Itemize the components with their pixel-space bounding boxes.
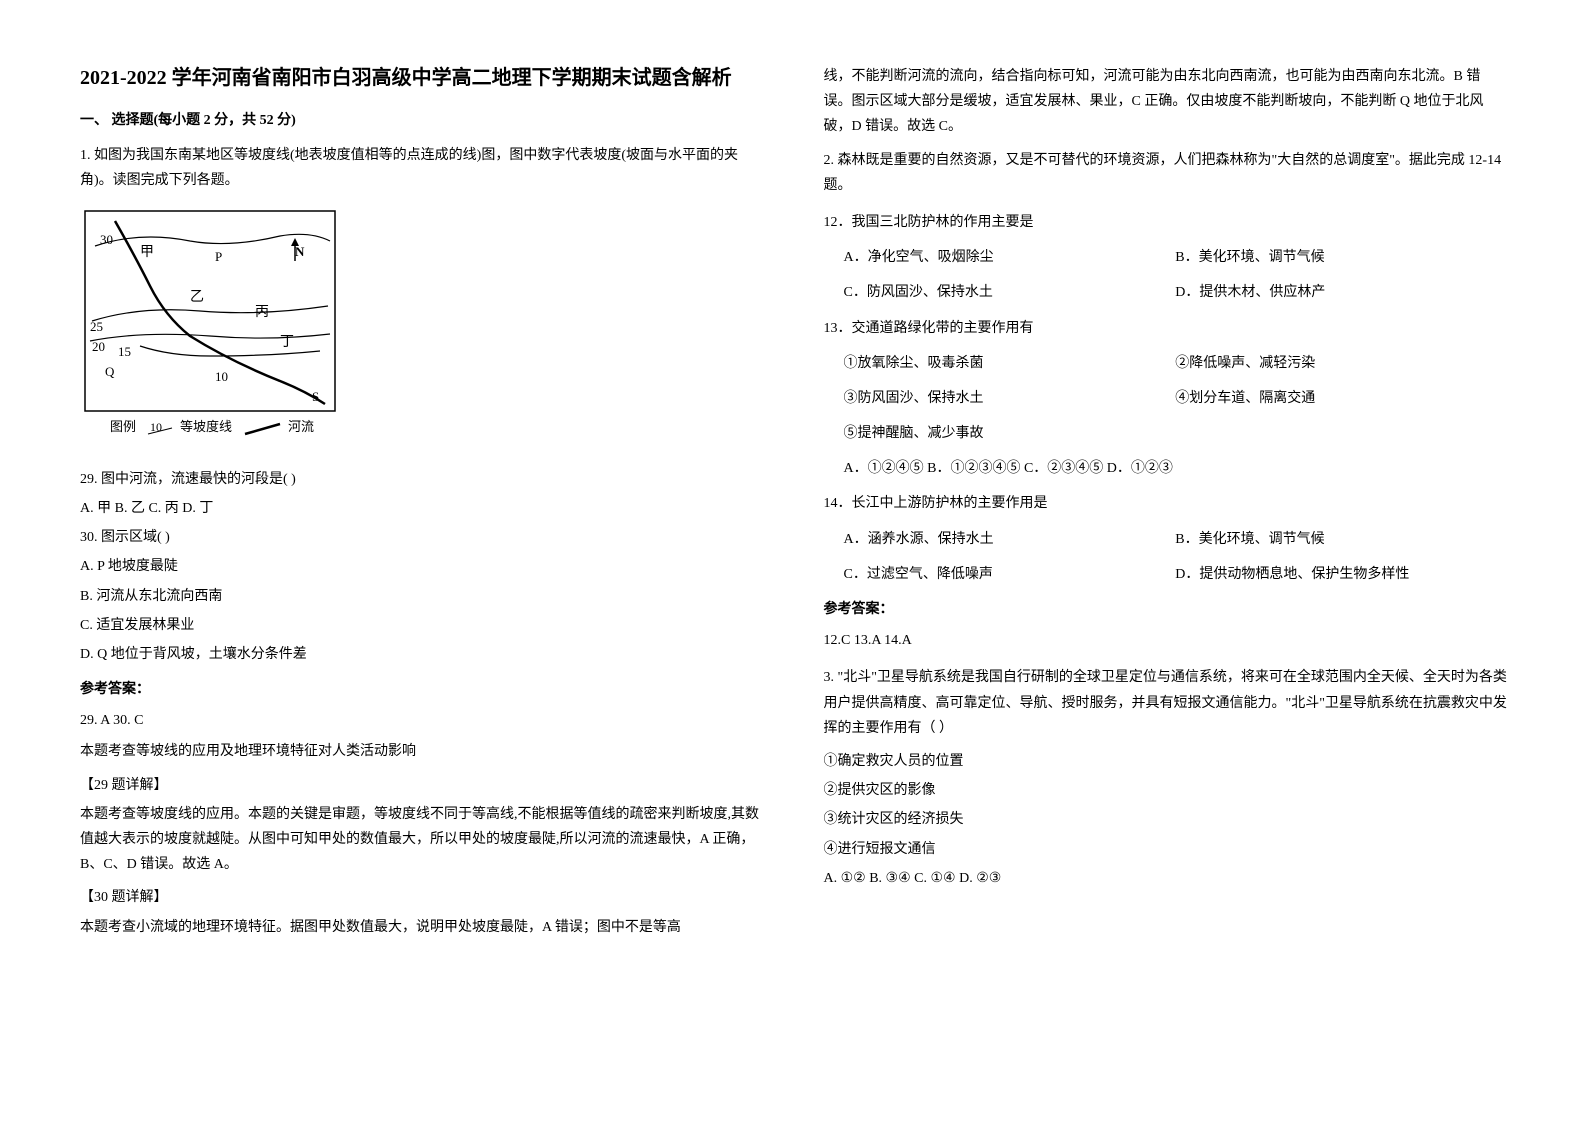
- q14-opt-d: D．提供动物栖息地、保护生物多样性: [1175, 562, 1507, 587]
- q2-answer-header: 参考答案：: [824, 597, 1508, 622]
- q12-opt-c: C．防风固沙、保持水土: [844, 280, 1176, 305]
- svg-text:20: 20: [92, 339, 105, 354]
- exp30-body1: 本题考查小流域的地理环境特征。据图甲处数值最大，说明甲处坡度最陡，A 错误；图中…: [80, 915, 764, 940]
- q13-options: A．①②④⑤ B．①②③④⑤ C．②③④⑤ D．①②③: [844, 456, 1508, 481]
- q30-opt-b: B. 河流从东北流向西南: [80, 584, 764, 609]
- q30-opt-a: A. P 地坡度最陡: [80, 554, 764, 579]
- q13-item2: ②降低噪声、减轻污染: [1175, 351, 1507, 376]
- q29-text: 29. 图中河流，流速最快的河段是( ): [80, 467, 764, 492]
- q13-item5: ⑤提神醒脑、减少事故: [844, 426, 984, 441]
- q12-text: 12．我国三北防护林的作用主要是: [824, 210, 1508, 235]
- q14-text: 14．长江中上游防护林的主要作用是: [824, 491, 1508, 516]
- q3-item3: ③统计灾区的经济损失: [824, 807, 1508, 832]
- exp30-body2: 线，不能判断河流的流向，结合指向标可知，河流可能为由东北向西南流，也可能为由西南…: [824, 64, 1508, 140]
- svg-text:丁: 丁: [280, 335, 294, 350]
- q30-opt-c: C. 适宜发展林果业: [80, 613, 764, 638]
- svg-text:10: 10: [215, 369, 228, 384]
- svg-text:S: S: [312, 389, 319, 404]
- svg-text:河流: 河流: [288, 419, 314, 434]
- svg-text:30: 30: [100, 232, 113, 247]
- exp29-header: 【29 题详解】: [80, 773, 764, 798]
- q2-answer-line: 12.C 13.A 14.A: [824, 628, 1508, 653]
- q12-opt-b: B．美化环境、调节气候: [1175, 245, 1507, 270]
- svg-text:甲: 甲: [140, 245, 154, 260]
- q12-opt-d: D．提供木材、供应林产: [1175, 280, 1507, 305]
- exp29-body: 本题考查等坡度线的应用。本题的关键是审题，等坡度线不同于等高线,不能根据等值线的…: [80, 802, 764, 878]
- q1-diagram: 30 甲 P N 乙 丙 25 20 15 丁 Q 10 S 图例 10 等坡度…: [80, 206, 764, 455]
- svg-text:25: 25: [90, 319, 103, 334]
- q3-item4: ④进行短报文通信: [824, 837, 1508, 862]
- q1-stem: 1. 如图为我国东南某地区等坡度线(地表坡度值相等的点连成的线)图，图中数字代表…: [80, 143, 764, 193]
- doc-title: 2021-2022 学年河南省南阳市白羽高级中学高二地理下学期期末试题含解析: [80, 60, 764, 96]
- exp30-header: 【30 题详解】: [80, 885, 764, 910]
- q3-options: A. ①② B. ③④ C. ①④ D. ②③: [824, 866, 1508, 891]
- q3-stem: 3. "北斗"卫星导航系统是我国自行研制的全球卫星定位与通信系统，将来可在全球范…: [824, 665, 1508, 741]
- q1-answer-header: 参考答案：: [80, 677, 764, 702]
- q13-text: 13．交通道路绿化带的主要作用有: [824, 316, 1508, 341]
- q2-stem: 2. 森林既是重要的自然资源，又是不可替代的环境资源，人们把森林称为"大自然的总…: [824, 148, 1508, 198]
- svg-text:15: 15: [118, 344, 131, 359]
- q13-item4: ④划分车道、隔离交通: [1175, 386, 1507, 411]
- q14-opt-b: B．美化环境、调节气候: [1175, 527, 1507, 552]
- q13-item3: ③防风固沙、保持水土: [844, 386, 1176, 411]
- section-header: 一、 选择题(每小题 2 分，共 52 分): [80, 108, 764, 133]
- q3-item1: ①确定救灾人员的位置: [824, 749, 1508, 774]
- q30-opt-d: D. Q 地位于背风坡，土壤水分条件差: [80, 642, 764, 667]
- svg-text:Q: Q: [105, 364, 115, 379]
- q14-opt-a: A．涵养水源、保持水土: [844, 527, 1176, 552]
- svg-text:等坡度线: 等坡度线: [180, 419, 232, 434]
- svg-text:P: P: [215, 249, 222, 264]
- q29-options: A. 甲 B. 乙 C. 丙 D. 丁: [80, 496, 764, 521]
- q1-summary: 本题考查等坡线的应用及地理环境特征对人类活动影响: [80, 739, 764, 764]
- q1-answer-line: 29. A 30. C: [80, 708, 764, 733]
- q3-item2: ②提供灾区的影像: [824, 778, 1508, 803]
- q30-text: 30. 图示区域( ): [80, 525, 764, 550]
- q13-item1: ①放氧除尘、吸毒杀菌: [844, 351, 1176, 376]
- svg-text:乙: 乙: [190, 289, 204, 305]
- svg-text:N: N: [295, 244, 305, 259]
- q12-opt-a: A．净化空气、吸烟除尘: [844, 245, 1176, 270]
- q14-opt-c: C．过滤空气、降低噪声: [844, 562, 1176, 587]
- svg-text:丙: 丙: [255, 305, 269, 320]
- svg-text:图例: 图例: [110, 419, 136, 434]
